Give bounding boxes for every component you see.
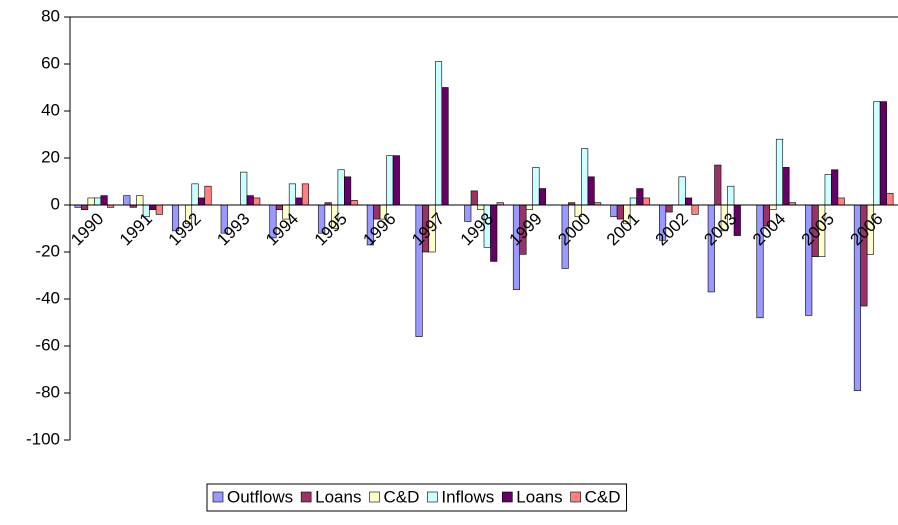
legend-label: Loans: [315, 487, 361, 506]
legend-swatch: [427, 491, 438, 503]
x-tick-label: 2004: [749, 209, 789, 249]
legend-label: Inflows: [441, 487, 494, 506]
bar: [685, 197, 693, 206]
bar: [824, 174, 832, 206]
bar: [155, 204, 163, 215]
bar: [197, 197, 206, 206]
legend-label: Outflows: [227, 487, 293, 506]
bar: [837, 197, 845, 206]
bar: [191, 183, 199, 206]
bar: [464, 204, 472, 222]
legend-label: Loans: [516, 487, 562, 506]
legend-label: C&D: [383, 487, 419, 506]
bar: [831, 169, 839, 206]
bar: [532, 167, 540, 206]
bar: [100, 195, 108, 206]
legend-swatch: [570, 491, 581, 503]
legend: Outflows Loans C&D Inflows Loans C&D: [206, 483, 628, 512]
bar: [275, 204, 283, 210]
bar: [581, 148, 589, 206]
x-tick-label: 2002: [652, 209, 692, 249]
x-tick-label: 2000: [554, 209, 594, 249]
bar: [123, 195, 131, 206]
bar: [136, 195, 144, 206]
bar: [714, 164, 722, 206]
y-tick-label: -60: [35, 335, 60, 354]
bar: [288, 183, 296, 206]
y-tick-label: -20: [35, 241, 60, 260]
x-tick-label: 1994: [262, 209, 302, 249]
legend-swatch: [501, 491, 513, 503]
bar: [665, 204, 673, 213]
bar: [149, 204, 157, 210]
bar: [204, 185, 212, 206]
bar: [87, 197, 95, 206]
x-tick-label: 1991: [116, 209, 156, 249]
bar: [782, 167, 790, 206]
bar: [246, 195, 254, 206]
bar: [873, 101, 881, 206]
bar: [470, 190, 478, 206]
bar: [886, 192, 894, 206]
legend-box: [206, 483, 628, 512]
y-tick-label: 80: [41, 6, 60, 25]
bar: [629, 197, 637, 206]
bar: [94, 197, 102, 206]
y-tick-label: 20: [41, 147, 60, 166]
x-tick-label: 1992: [165, 209, 205, 249]
bar: [350, 200, 358, 206]
x-tick-label: 1993: [213, 209, 253, 249]
bar: [610, 204, 618, 218]
bar: [678, 176, 686, 206]
bar: [490, 204, 498, 262]
y-tick-label: -100: [26, 429, 60, 448]
bar: [253, 197, 261, 206]
y-tick-label: 0: [51, 194, 60, 213]
y-tick-label: 60: [41, 53, 60, 72]
bar: [879, 101, 887, 206]
bar: [434, 61, 443, 206]
x-tick-label: 1990: [67, 209, 107, 249]
y-tick-label: -80: [35, 382, 60, 401]
legend-swatch: [369, 491, 380, 503]
bar: [295, 197, 303, 206]
y-tick-label: -40: [35, 288, 60, 307]
legend-swatch: [300, 491, 312, 503]
legend-label: C&D: [585, 487, 621, 506]
bar: [691, 204, 699, 215]
bar: [386, 155, 394, 206]
bar: [538, 188, 546, 206]
bar: [240, 171, 248, 206]
legend-swatch: [212, 491, 224, 503]
bar: [642, 197, 650, 206]
bar: [337, 169, 345, 206]
bar: [301, 183, 309, 206]
y-tick-label: 40: [41, 100, 60, 119]
bar: [392, 155, 400, 206]
bar: [636, 188, 644, 206]
bar: [587, 176, 595, 206]
bar: [727, 185, 735, 206]
bar: [344, 176, 352, 206]
bar: [81, 204, 89, 210]
x-tick-label: 1995: [311, 209, 351, 249]
bar: [441, 87, 449, 206]
x-tick-label: 1996: [359, 209, 399, 249]
x-tick-label: 2001: [603, 209, 643, 249]
bar: [775, 138, 784, 206]
